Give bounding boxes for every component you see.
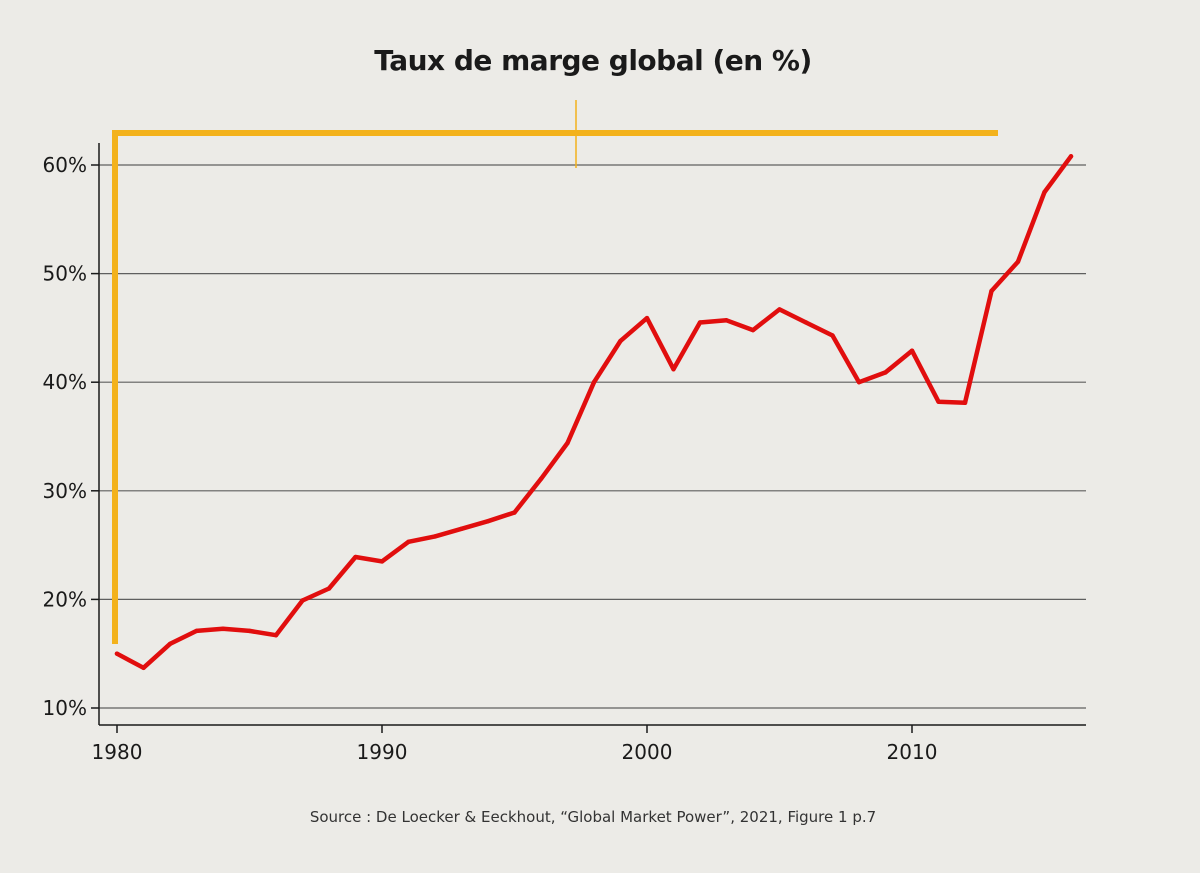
data-point-1985 [247,628,252,634]
y-tick-label: 10% [43,696,87,720]
data-point-1988 [326,586,332,591]
data-point-1990 [379,559,385,564]
data-point-1984 [220,626,226,631]
data-point-2004 [750,327,756,333]
label-layer: 10% 20% 30% 40% 50% 60% 1980 1990 2000 2010 [43,153,938,764]
data-point-1987 [300,598,305,603]
data-point-2007 [830,333,835,338]
x-tick-label: 2000 [622,740,673,764]
data-point-2001 [671,366,676,372]
y-tick-label: 40% [43,370,87,394]
y-tick-label: 30% [43,479,87,503]
chart-title: Taux de marge global (en %) [374,44,812,77]
data-point-2005 [777,307,782,312]
data-point-2003 [724,318,729,323]
data-point-1995 [512,510,517,515]
y-tick-label: 60% [43,153,87,177]
data-point-1991 [406,539,411,545]
data-point-1989 [353,554,358,560]
x-tick-label: 1980 [92,740,143,764]
y-tick-label: 50% [43,262,87,286]
data-point-2002 [697,320,703,325]
x-tick-label: 1990 [357,740,408,764]
data-point-2015 [1042,189,1047,195]
data-point-2012 [962,400,968,406]
data-point-1998 [591,380,597,385]
data-point-1983 [194,628,199,634]
series-line [114,154,1074,671]
data-point-2008 [856,380,862,385]
data-point-1999 [618,338,623,344]
data-point-1994 [485,519,491,524]
series-layer [114,154,1074,671]
data-point-1981 [141,665,146,671]
data-point-2010 [909,348,915,353]
accent-bracket [112,130,998,644]
data-point-1997 [565,440,570,446]
grid-layer [99,164,1086,709]
axis-layer [91,143,1086,733]
x-tick-label: 2010 [887,740,938,764]
data-point-2016 [1068,154,1074,159]
data-point-1996 [538,476,544,482]
data-point-2014 [1015,259,1021,264]
decor-layer [112,100,998,644]
data-point-2009 [883,370,888,375]
data-point-2013 [989,288,994,294]
data-point-2006 [803,320,809,325]
data-point-1982 [167,641,173,647]
data-point-2011 [936,399,941,404]
data-point-1986 [273,633,279,638]
source-note: Source : De Loecker & Eeckhout, “Global … [309,808,877,826]
data-point-1993 [459,526,464,532]
data-point-1992 [432,534,438,539]
y-tick-label: 20% [43,587,87,611]
data-point-1980 [114,651,120,656]
data-point-2000 [644,315,650,321]
